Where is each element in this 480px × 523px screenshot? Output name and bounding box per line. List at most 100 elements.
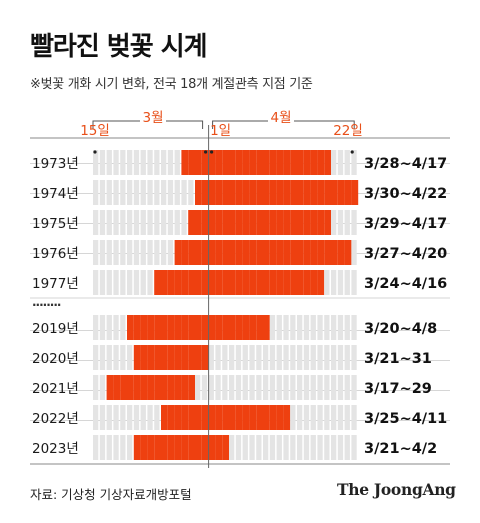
idle-day bbox=[317, 405, 323, 430]
bloom-day bbox=[256, 240, 263, 265]
bloom-day bbox=[242, 315, 250, 340]
idle-day bbox=[140, 405, 146, 430]
bloom-day bbox=[201, 345, 209, 370]
idle-day bbox=[99, 315, 106, 340]
bloom-day bbox=[201, 180, 209, 205]
bloom-day bbox=[195, 405, 202, 430]
bloom-day bbox=[174, 345, 182, 370]
bloom-day bbox=[208, 435, 216, 460]
idle-day bbox=[120, 210, 126, 235]
idle-day bbox=[99, 150, 106, 175]
idle-day bbox=[317, 315, 323, 340]
bloom-day bbox=[154, 435, 161, 460]
idle-day bbox=[351, 150, 357, 175]
bloom-day bbox=[195, 270, 202, 295]
idle-day bbox=[133, 150, 140, 175]
bloom-day bbox=[161, 315, 168, 340]
idle-day bbox=[127, 180, 133, 205]
bloom-day bbox=[283, 405, 291, 430]
bloom-day bbox=[161, 270, 168, 295]
idle-day bbox=[113, 315, 119, 340]
idle-day bbox=[263, 345, 269, 370]
idle-day bbox=[106, 405, 112, 430]
idle-day bbox=[351, 435, 357, 460]
bloom-day bbox=[297, 210, 304, 235]
bloom-day bbox=[161, 345, 168, 370]
bloom-day bbox=[140, 435, 148, 460]
idle-day bbox=[147, 240, 153, 265]
year-label: 1974년 bbox=[32, 186, 79, 202]
idle-day bbox=[344, 435, 350, 460]
idle-day bbox=[93, 375, 99, 400]
idle-day bbox=[351, 210, 357, 235]
bloom-day bbox=[290, 180, 297, 205]
bloom-day bbox=[310, 180, 318, 205]
idle-day bbox=[276, 435, 282, 460]
idle-day bbox=[229, 345, 235, 370]
year-label: 2023년 bbox=[32, 441, 79, 457]
idle-day bbox=[99, 180, 106, 205]
bloom-day bbox=[222, 270, 229, 295]
bloom-day bbox=[215, 435, 223, 460]
bloom-day bbox=[229, 270, 236, 295]
idle-day bbox=[310, 375, 316, 400]
idle-day bbox=[140, 240, 146, 265]
idle-day bbox=[208, 345, 214, 370]
bloom-range-label: 3/20~4/8 bbox=[364, 321, 437, 337]
idle-day bbox=[310, 435, 316, 460]
bloom-day bbox=[147, 435, 155, 460]
bloom-day bbox=[269, 240, 277, 265]
bloom-day bbox=[140, 315, 148, 340]
bloom-day bbox=[174, 375, 182, 400]
bloom-day bbox=[208, 150, 216, 175]
idle-day bbox=[290, 375, 296, 400]
idle-day bbox=[120, 315, 126, 340]
bloom-day bbox=[229, 210, 236, 235]
idle-day bbox=[106, 210, 112, 235]
bloom-day bbox=[208, 270, 216, 295]
bloom-day bbox=[181, 345, 189, 370]
bloom-day bbox=[174, 435, 182, 460]
idle-day bbox=[120, 405, 126, 430]
bloom-day bbox=[215, 240, 223, 265]
bloom-day bbox=[256, 210, 263, 235]
bloom-day bbox=[181, 375, 189, 400]
idle-day bbox=[337, 210, 344, 235]
idle-day bbox=[99, 210, 106, 235]
idle-day bbox=[324, 270, 330, 295]
bloom-day bbox=[290, 240, 297, 265]
bloom-day bbox=[201, 405, 209, 430]
year-label: 1977년 bbox=[32, 276, 79, 292]
idle-day bbox=[133, 210, 140, 235]
idle-day bbox=[235, 345, 242, 370]
idle-day bbox=[344, 375, 350, 400]
year-label: 1975년 bbox=[32, 216, 79, 232]
bloom-day bbox=[249, 270, 257, 295]
bloom-day bbox=[290, 150, 297, 175]
idle-day bbox=[106, 270, 112, 295]
idle-day bbox=[127, 345, 133, 370]
idle-day bbox=[127, 405, 133, 430]
idle-day bbox=[290, 435, 296, 460]
idle-day bbox=[127, 150, 133, 175]
idle-day bbox=[167, 150, 174, 175]
bloom-day bbox=[249, 315, 257, 340]
bloom-day bbox=[133, 345, 141, 370]
bloom-day bbox=[256, 150, 263, 175]
idle-day bbox=[331, 270, 337, 295]
idle-day bbox=[337, 375, 344, 400]
idle-day bbox=[331, 345, 337, 370]
idle-day bbox=[290, 345, 296, 370]
idle-day bbox=[269, 375, 276, 400]
axis-label-15th: 15일 bbox=[80, 123, 110, 139]
idle-day bbox=[276, 315, 282, 340]
idle-day bbox=[181, 210, 187, 235]
bloom-day bbox=[337, 180, 345, 205]
bloom-day bbox=[188, 210, 195, 235]
bloom-range-label: 3/21~4/2 bbox=[364, 441, 437, 457]
idle-day bbox=[297, 345, 303, 370]
idle-day bbox=[120, 435, 126, 460]
bloom-day bbox=[276, 150, 284, 175]
bloom-day bbox=[147, 345, 155, 370]
bloom-day bbox=[174, 405, 182, 430]
